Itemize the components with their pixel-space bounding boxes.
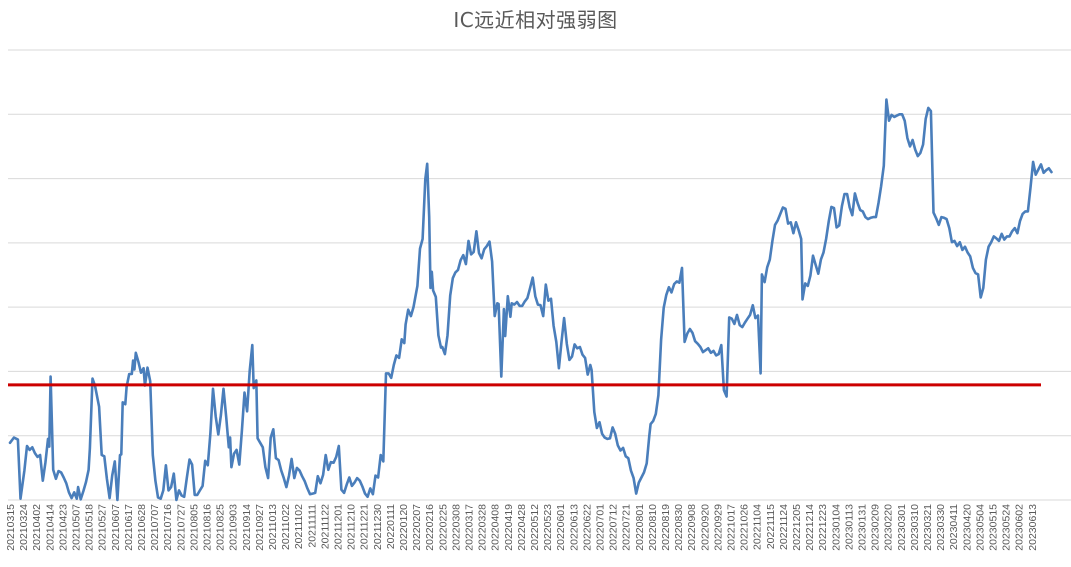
- x-tick-label: 20210628: [136, 504, 148, 551]
- x-tick-label: 20230301: [896, 504, 908, 551]
- x-tick-label: 20210914: [241, 504, 253, 551]
- x-tick-label: 20220207: [411, 504, 423, 551]
- x-tick-label: 20210816: [202, 504, 214, 551]
- x-tick-label: 20230321: [922, 504, 934, 551]
- x-tick-label: 20230330: [935, 504, 947, 551]
- x-tick-label: 20230220: [883, 504, 895, 551]
- x-tick-label: 20210402: [31, 504, 43, 551]
- x-tick-label: 20210518: [84, 504, 96, 551]
- chart-title: IC远近相对强弱图: [453, 8, 618, 32]
- x-axis-labels: 20210315 20210324 20210402 20210414 20210423…: [5, 504, 1039, 551]
- x-tick-label: 20230411: [948, 504, 960, 550]
- x-tick-label: 20210315: [5, 504, 17, 551]
- x-tick-label: 20230113: [843, 504, 855, 550]
- x-tick-label: 20220428: [516, 504, 528, 551]
- x-tick-label: 20220810: [647, 504, 659, 551]
- x-tick-label: 20220712: [608, 504, 620, 551]
- x-tick-label: 20211013: [267, 504, 279, 550]
- x-tick-label: 20210805: [188, 504, 200, 551]
- x-tick-label: 20211210: [346, 504, 358, 550]
- x-tick-label: 20220801: [634, 504, 646, 551]
- x-tick-label: 20210617: [123, 504, 135, 551]
- x-tick-label: 20221115: [765, 504, 777, 549]
- x-tick-label: 20211221: [359, 504, 371, 550]
- x-tick-label: 20220225: [437, 504, 449, 551]
- x-tick-label: 20220419: [503, 504, 515, 551]
- x-tick-label: 20220523: [542, 504, 554, 551]
- ic-strength-line: [8, 98, 1053, 502]
- x-tick-label: 20230524: [1001, 504, 1013, 551]
- x-tick-label: 20211102: [293, 504, 305, 549]
- gridlines: [8, 49, 1071, 501]
- x-tick-label: 20220929: [712, 504, 724, 551]
- x-tick-label: 20220216: [424, 504, 436, 551]
- x-tick-label: 20220120: [398, 504, 410, 551]
- x-tick-label: 20230613: [1027, 504, 1039, 551]
- x-tick-label: 20210716: [162, 504, 174, 551]
- x-tick-label: 20210727: [175, 504, 187, 551]
- x-tick-label: 20220721: [621, 504, 633, 551]
- x-tick-label: 20210423: [57, 504, 69, 551]
- x-tick-label: 20220111: [385, 504, 397, 549]
- x-tick-label: 20211111: [306, 504, 318, 548]
- x-tick-label: 20211022: [280, 504, 292, 550]
- x-tick-label: 20230602: [1014, 504, 1026, 551]
- x-tick-label: 20220830: [673, 504, 685, 551]
- x-tick-label: 20210414: [44, 504, 56, 551]
- x-tick-label: 20221104: [752, 504, 764, 550]
- x-tick-label: 20210825: [215, 504, 227, 551]
- x-tick-label: 20221017: [726, 504, 738, 551]
- x-tick-label: 20220328: [477, 504, 489, 551]
- x-tick-label: 20210903: [228, 504, 240, 551]
- x-tick-label: 20221124: [778, 504, 790, 550]
- x-tick-label: 20211122: [319, 504, 331, 549]
- x-tick-label: 20230209: [870, 504, 882, 551]
- x-tick-label: 20230131: [857, 504, 869, 551]
- x-tick-label: 20220408: [490, 504, 502, 551]
- x-tick-label: 20230420: [961, 504, 973, 551]
- x-tick-label: 20220601: [555, 504, 567, 551]
- x-tick-label: 20210324: [18, 504, 30, 551]
- x-tick-label: 20221205: [791, 504, 803, 551]
- x-tick-label: 20220701: [595, 504, 607, 551]
- x-tick-label: 20210527: [97, 504, 109, 551]
- x-tick-label: 20220622: [581, 504, 593, 551]
- x-tick-label: 20221026: [739, 504, 751, 551]
- x-tick-label: 20210927: [254, 504, 266, 551]
- x-tick-label: 20211230: [372, 504, 384, 550]
- x-tick-label: 20230104: [830, 504, 842, 551]
- x-tick-label: 20220908: [686, 504, 698, 551]
- x-tick-label: 20221214: [804, 504, 816, 551]
- x-tick-label: 20220512: [529, 504, 541, 551]
- x-tick-label: 20221223: [817, 504, 829, 551]
- x-tick-label: 20230504: [974, 504, 986, 551]
- x-tick-label: 20220920: [699, 504, 711, 551]
- x-tick-label: 20230515: [988, 504, 1000, 551]
- x-tick-label: 20230310: [909, 504, 921, 551]
- x-tick-label: 20210707: [149, 504, 161, 551]
- x-tick-label: 20211201: [333, 504, 345, 550]
- x-tick-label: 20220317: [464, 504, 476, 551]
- x-tick-label: 20210607: [110, 504, 122, 551]
- x-tick-label: 20220613: [568, 504, 580, 551]
- x-tick-label: 20220308: [450, 504, 462, 551]
- x-tick-label: 20220819: [660, 504, 672, 551]
- x-tick-label: 20210507: [71, 504, 83, 551]
